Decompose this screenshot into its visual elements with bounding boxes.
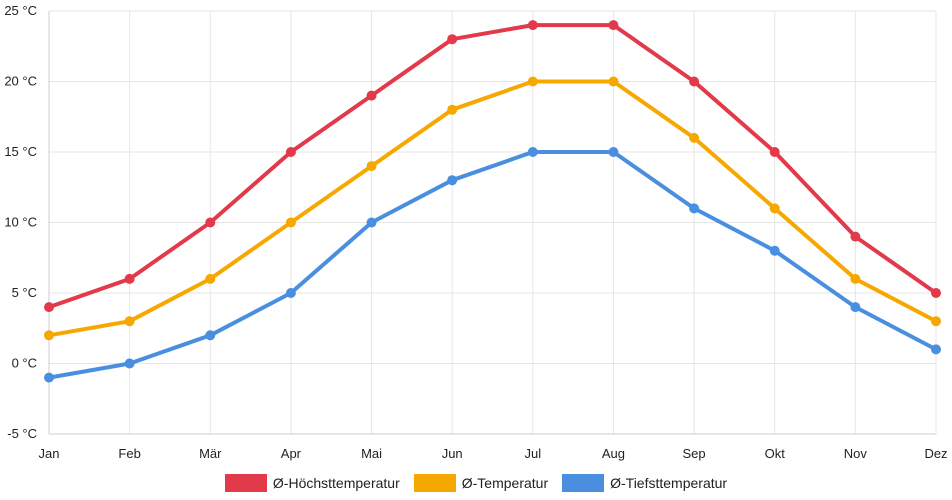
y-tick-label: 5 °C [12, 285, 37, 300]
data-point [44, 302, 54, 313]
data-point [769, 245, 780, 256]
legend-item-min[interactable]: Ø-Tiefsttemperatur [562, 474, 727, 492]
data-point [689, 203, 700, 214]
data-point [205, 217, 216, 228]
series-line-0 [47, 23, 938, 310]
data-point [285, 217, 296, 228]
x-tick-label: Jul [525, 446, 542, 461]
x-tick-label: Nov [844, 446, 868, 461]
legend-item-max[interactable]: Ø-Höchsttemperatur [224, 474, 400, 492]
data-point [850, 302, 861, 313]
data-point [366, 90, 377, 101]
legend-swatch-avg [413, 474, 456, 492]
data-point [124, 316, 135, 327]
data-point [447, 175, 458, 186]
legend-swatch-min [562, 474, 605, 492]
data-point [366, 161, 377, 172]
data-point [124, 273, 135, 284]
data-point [931, 344, 941, 355]
x-tick-label: Okt [765, 446, 786, 461]
legend-label-max: Ø-Höchsttemperatur [272, 475, 400, 491]
data-point [608, 147, 619, 157]
x-tick-label: Mai [361, 446, 382, 461]
series-line-1 [47, 79, 938, 338]
x-tick-label: Mär [199, 446, 222, 461]
data-point [447, 104, 458, 115]
data-point [366, 217, 377, 228]
data-point [608, 20, 619, 31]
legend-item-avg[interactable]: Ø-Temperatur [413, 474, 549, 492]
data-point [527, 76, 538, 87]
y-tick-label: 20 °C [4, 74, 37, 89]
legend-label-min: Ø-Tiefsttemperatur [610, 475, 728, 491]
data-point [447, 34, 458, 45]
data-point [527, 147, 538, 157]
x-tick-label: Apr [281, 446, 302, 461]
x-tick-label: Jan [39, 446, 60, 461]
y-tick-label: -5 °C [7, 426, 37, 441]
x-tick-label: Sep [683, 446, 706, 461]
data-point [44, 372, 54, 383]
y-tick-label: 25 °C [4, 3, 37, 18]
data-point [205, 273, 216, 284]
x-tick-label: Dez [924, 446, 947, 461]
data-point [850, 231, 861, 242]
x-tick-label: Aug [602, 446, 625, 461]
data-point [769, 203, 780, 214]
y-tick-label: 15 °C [4, 144, 37, 159]
data-point [931, 288, 941, 298]
data-point [608, 76, 619, 87]
legend-label-avg: Ø-Temperatur [461, 475, 549, 491]
data-point [850, 273, 861, 284]
x-tick-label: Feb [118, 446, 140, 461]
data-point [285, 288, 296, 298]
data-point [527, 20, 538, 31]
data-point [769, 147, 780, 157]
data-point [205, 330, 216, 341]
data-point [44, 330, 54, 341]
y-tick-label: 10 °C [4, 215, 37, 230]
data-point [689, 132, 700, 143]
legend-swatch-max [224, 474, 267, 492]
data-point [931, 316, 941, 327]
y-tick-label: 0 °C [12, 356, 37, 371]
data-point [285, 147, 296, 157]
x-tick-label: Jun [442, 446, 463, 461]
series-line-2 [47, 150, 938, 380]
legend: Ø-Höchsttemperatur Ø-Temperatur Ø-Tiefst… [0, 470, 952, 496]
data-point [689, 76, 700, 87]
data-point [124, 358, 135, 369]
